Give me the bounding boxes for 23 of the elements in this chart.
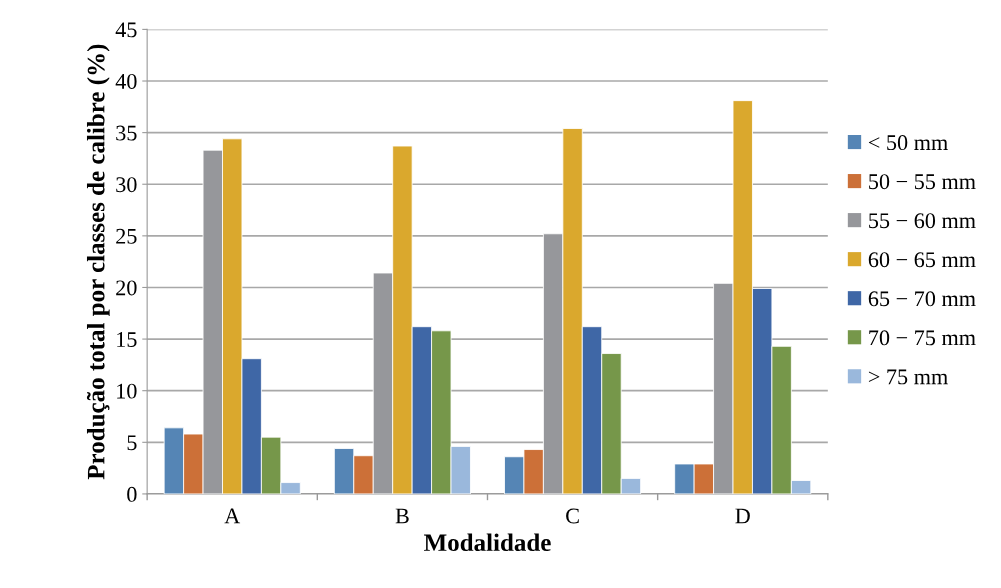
legend-label: 50 − 55 mm: [869, 174, 976, 190]
x-tick-label: D: [735, 508, 750, 524]
y-tick-label: 35: [116, 125, 137, 141]
legend-label: 70 − 75 mm: [869, 330, 976, 346]
y-axis-title: Produção total por classes de calibre (%): [86, 44, 110, 480]
y-tick-label: 30: [116, 177, 137, 193]
y-tick-label: 45: [115, 22, 137, 38]
legend-label: < 50 mm: [868, 135, 948, 151]
legend-label: 65 − 70 mm: [868, 291, 976, 307]
y-tick-label: 0: [127, 486, 137, 502]
y-tick-label: 25: [116, 228, 137, 244]
legend-label: 60 − 65 mm: [868, 252, 976, 268]
legend-label: > 75 mm: [868, 369, 948, 385]
x-tick-label: A: [224, 508, 241, 524]
x-tick-label: B: [395, 508, 409, 524]
y-tick-label: 20: [116, 280, 137, 296]
legend-label: 55 − 60 mm: [869, 213, 976, 229]
x-tick-label: C: [566, 508, 579, 524]
y-tick-label: 40: [115, 73, 137, 89]
y-tick-label: 10: [117, 383, 137, 399]
x-axis-title: Modalidade: [424, 533, 551, 552]
y-tick-label: 5: [127, 435, 137, 451]
y-tick-label: 15: [117, 332, 137, 348]
